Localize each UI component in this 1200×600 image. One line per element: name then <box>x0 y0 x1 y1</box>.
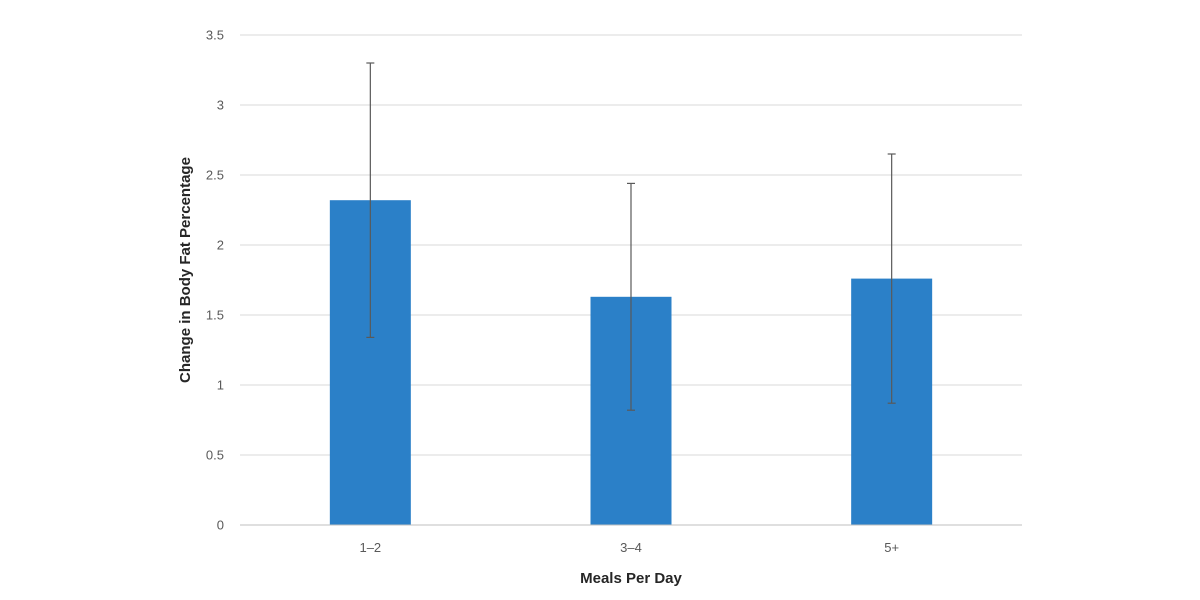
error-bar <box>366 62 375 338</box>
error-bar <box>627 182 635 411</box>
y-tick-label: 0 <box>217 518 224 533</box>
y-axis-title: Change in Body Fat Percentage <box>177 157 194 383</box>
x-tick-label: 5+ <box>884 540 899 555</box>
y-tick-label: 0.5 <box>206 448 224 463</box>
error-bars <box>366 62 896 411</box>
y-tick-label: 3 <box>217 98 224 113</box>
x-axis-title: Meals Per Day <box>580 570 682 587</box>
x-tick-label: 1–2 <box>359 540 381 555</box>
x-tick-labels: 1–2 3–4 5+ <box>359 540 899 555</box>
y-tick-labels: 0 0.5 1 1.5 2 2.5 3 3.5 <box>206 28 224 533</box>
y-tick-label: 2 <box>217 238 224 253</box>
y-tick-label: 1 <box>217 378 224 393</box>
y-tick-label: 2.5 <box>206 168 224 183</box>
y-tick-label: 1.5 <box>206 308 224 323</box>
error-bar <box>887 153 896 404</box>
y-tick-label: 3.5 <box>206 28 224 43</box>
x-tick-label: 3–4 <box>620 540 642 555</box>
